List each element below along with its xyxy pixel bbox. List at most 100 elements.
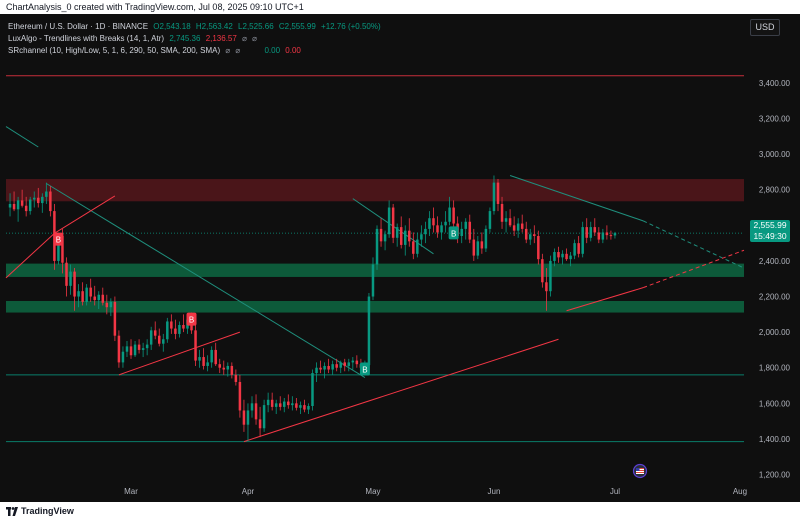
candle [492, 182, 496, 212]
candle [61, 236, 64, 263]
candle [383, 234, 387, 242]
candle [149, 330, 153, 345]
candle [24, 205, 28, 212]
luxalgo-legend[interactable]: LuxAlgo - Trendlines with Breaks (14, 1,… [8, 34, 257, 43]
candle [287, 401, 290, 406]
candle [210, 349, 213, 363]
candle [32, 197, 36, 200]
y-tick-label: 2,800.00 [759, 186, 791, 195]
trendline [46, 183, 366, 378]
break-label-box [53, 232, 64, 246]
candle [480, 241, 484, 249]
candle [573, 243, 576, 256]
candle [496, 182, 500, 204]
candle [141, 348, 145, 350]
candle [8, 203, 12, 208]
candle [145, 344, 149, 349]
candle [412, 241, 415, 254]
candle [319, 367, 322, 370]
settings-icon[interactable]: ⌀ [252, 34, 257, 43]
resistance-zone [6, 179, 744, 202]
close-value: C2,555.99 [278, 22, 316, 31]
x-tick-label: Mar [124, 487, 138, 496]
candle [549, 260, 552, 292]
candle [500, 203, 504, 222]
support-zone [6, 263, 744, 277]
us-flag-icon[interactable] [632, 463, 648, 479]
y-tick-label: 2,400.00 [759, 257, 791, 266]
break-label-box [186, 312, 197, 326]
candle [153, 330, 157, 336]
candle [206, 362, 209, 366]
candle [367, 296, 371, 366]
candle [174, 328, 177, 334]
candle [246, 410, 250, 425]
candle [250, 403, 254, 411]
visibility-icon[interactable]: ⌀ [242, 34, 247, 43]
y-tick-label: 3,400.00 [759, 79, 791, 88]
candle [448, 207, 451, 222]
sr-value-2: 0.00 [285, 46, 301, 55]
candle [343, 362, 347, 366]
candle [238, 381, 242, 411]
trendline [5, 232, 55, 279]
candle [408, 230, 411, 242]
candle [234, 374, 238, 382]
candle [472, 239, 476, 256]
break-label-box [448, 226, 459, 240]
candle [395, 227, 399, 238]
candles [8, 175, 617, 441]
candle [65, 262, 68, 286]
trendlines [5, 126, 745, 443]
candle [399, 227, 403, 245]
candle [565, 253, 568, 260]
candle [351, 360, 355, 363]
settings-icon[interactable]: ⌀ [235, 46, 241, 55]
candle [69, 271, 72, 286]
candle [166, 321, 169, 340]
y-tick-label: 3,000.00 [759, 150, 791, 159]
candle [488, 211, 492, 229]
candle [12, 203, 16, 210]
candle [557, 252, 560, 258]
srchannel-label: SRchannel (10, High/Low, 5, 1, 6, 290, 5… [8, 46, 221, 55]
candle [85, 287, 88, 302]
x-tick-label: May [365, 487, 380, 496]
symbol-legend[interactable]: Ethereum / U.S. Dollar · 1D · BINANCE O2… [8, 22, 381, 31]
y-tick-label: 1,800.00 [759, 364, 791, 373]
candle [121, 351, 125, 363]
luxalgo-label: LuxAlgo - Trendlines with Breaks (14, 1,… [8, 34, 165, 43]
candle [278, 403, 282, 407]
candle [569, 255, 572, 260]
currency-button[interactable]: USD [750, 19, 780, 36]
candle [468, 221, 472, 240]
candle [520, 223, 524, 229]
candle [327, 365, 330, 370]
srchannel-legend[interactable]: SRchannel (10, High/Low, 5, 1, 6, 290, 5… [8, 46, 301, 55]
candle [73, 271, 76, 297]
footer-brand: TradingView [21, 506, 74, 516]
candle [49, 191, 52, 212]
break-label: B [362, 366, 367, 375]
break-labels: B B B B [53, 226, 459, 376]
candle [109, 301, 113, 308]
symbol-name: Ethereum / U.S. Dollar · 1D · BINANCE [8, 22, 149, 31]
candle [170, 321, 173, 329]
visibility-icon[interactable]: ⌀ [225, 46, 231, 55]
bar-countdown: 15:49:30 [753, 231, 787, 241]
candle [117, 335, 121, 363]
candle [331, 364, 334, 370]
candle [335, 364, 338, 368]
candle [577, 243, 580, 254]
break-label: B [189, 316, 194, 325]
candle [355, 360, 359, 365]
caption-bar: ChartAnalysis_0 created with TradingView… [0, 0, 800, 14]
candle [81, 291, 84, 302]
candle [375, 228, 379, 265]
candle [424, 228, 427, 235]
chart-caption: ChartAnalysis_0 created with TradingView… [6, 2, 304, 12]
last-price: 2,555.99 [753, 220, 787, 230]
y-tick-label: 3,200.00 [759, 115, 791, 124]
candle [339, 362, 342, 368]
